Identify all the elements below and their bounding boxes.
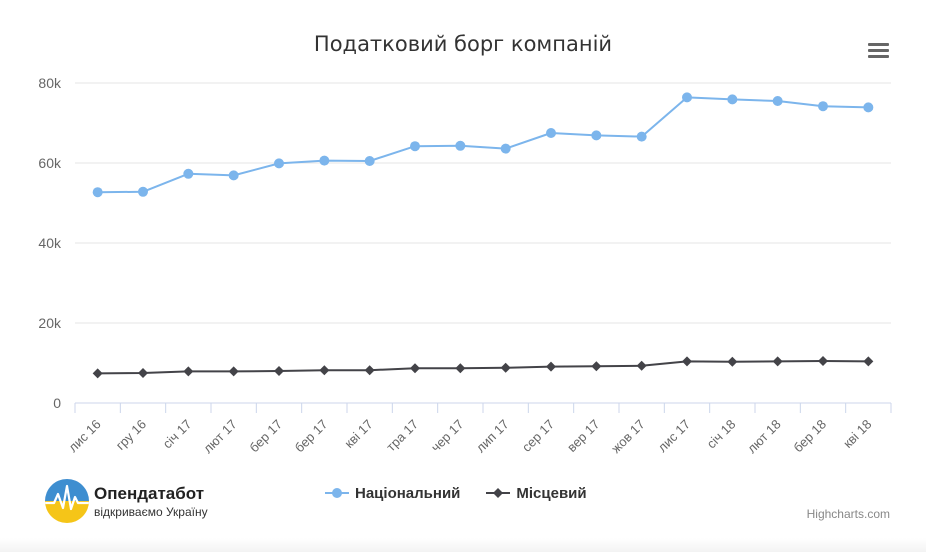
data-point-1 xyxy=(591,361,602,372)
data-point-0 xyxy=(636,131,647,142)
x-tick-label: бер 17 xyxy=(292,417,331,456)
x-tick-label: лис 17 xyxy=(655,417,693,455)
data-point-0 xyxy=(455,140,466,151)
data-point-1 xyxy=(863,356,874,367)
data-point-0 xyxy=(274,158,284,169)
data-point-0 xyxy=(546,128,556,138)
data-point-1 xyxy=(138,368,148,378)
data-point-0 xyxy=(138,186,148,197)
data-point-0 xyxy=(863,102,874,113)
data-point-0 xyxy=(500,143,511,154)
data-point-0 xyxy=(364,156,375,166)
y-tick-label: 40k xyxy=(38,235,62,251)
legend-label-local: Місцевий xyxy=(516,484,587,502)
data-point-0 xyxy=(410,141,420,152)
y-tick-label: 20k xyxy=(38,315,62,331)
data-point-1 xyxy=(455,363,466,374)
data-point-0 xyxy=(772,96,783,106)
x-tick-label: кві 18 xyxy=(840,417,874,451)
data-point-0 xyxy=(727,94,738,105)
x-tick-label: січ 18 xyxy=(704,417,739,452)
data-point-0 xyxy=(682,92,692,103)
x-tick-label: лис 16 xyxy=(65,417,103,455)
credits-link[interactable]: Highcharts.com xyxy=(806,507,890,521)
y-tick-label: 80k xyxy=(38,75,62,91)
data-point-1 xyxy=(727,356,738,367)
data-point-1 xyxy=(364,365,375,376)
bottom-shadow xyxy=(0,538,926,552)
data-point-1 xyxy=(772,356,783,367)
data-point-1 xyxy=(183,366,194,377)
x-tick-label: кві 17 xyxy=(341,417,375,451)
data-point-0 xyxy=(591,130,602,141)
legend-label-national: Національний xyxy=(355,484,461,502)
data-point-0 xyxy=(92,187,103,198)
data-point-1 xyxy=(92,368,103,379)
data-point-1 xyxy=(410,363,420,374)
chart-title: Податковий борг компаній xyxy=(313,32,613,56)
data-point-1 xyxy=(636,360,647,371)
x-tick-label: січ 17 xyxy=(160,417,195,452)
x-tick-label: лют 18 xyxy=(744,417,784,457)
data-point-0 xyxy=(183,168,194,179)
data-point-1 xyxy=(546,361,556,372)
opendatabot-logo[interactable]: Опендатабот відкриваємо Україну xyxy=(44,478,244,528)
data-point-0 xyxy=(228,170,239,181)
data-point-0 xyxy=(818,101,828,112)
y-tick-label: 60k xyxy=(38,155,62,171)
data-point-1 xyxy=(274,366,284,376)
x-tick-label: гру 16 xyxy=(113,417,149,453)
series-line-0 xyxy=(97,96,869,194)
series-line-1 xyxy=(97,360,869,375)
x-tick-label: жов 17 xyxy=(608,417,648,457)
logo-emblem-icon xyxy=(45,479,89,523)
legend-item-national[interactable]: Національний xyxy=(325,485,460,502)
x-tick-label: чер 17 xyxy=(428,417,466,455)
data-point-1 xyxy=(228,366,239,377)
x-tick-label: бер 18 xyxy=(790,417,829,456)
x-tick-label: бер 17 xyxy=(246,417,285,456)
data-point-1 xyxy=(818,356,828,366)
data-point-1 xyxy=(682,356,692,367)
data-point-1 xyxy=(500,362,511,373)
x-tick-label: сер 17 xyxy=(519,417,557,455)
x-tick-label: тра 17 xyxy=(383,417,421,455)
legend: Національний Місцевий xyxy=(325,481,613,505)
y-tick-label: 0 xyxy=(53,395,61,411)
data-point-1 xyxy=(319,365,330,376)
x-tick-label: лип 17 xyxy=(473,417,512,456)
logo-tagline: відкриваємо Україну xyxy=(94,505,208,519)
legend-symbol-national xyxy=(325,488,349,498)
legend-item-local[interactable]: Місцевий xyxy=(486,484,587,502)
data-point-0 xyxy=(319,155,330,166)
x-tick-label: вер 17 xyxy=(564,417,602,455)
legend-symbol-local xyxy=(486,488,511,498)
x-tick-label: лют 17 xyxy=(200,417,240,457)
hamburger-menu-icon[interactable] xyxy=(862,38,894,66)
logo-name: Опендатабот xyxy=(94,484,205,503)
